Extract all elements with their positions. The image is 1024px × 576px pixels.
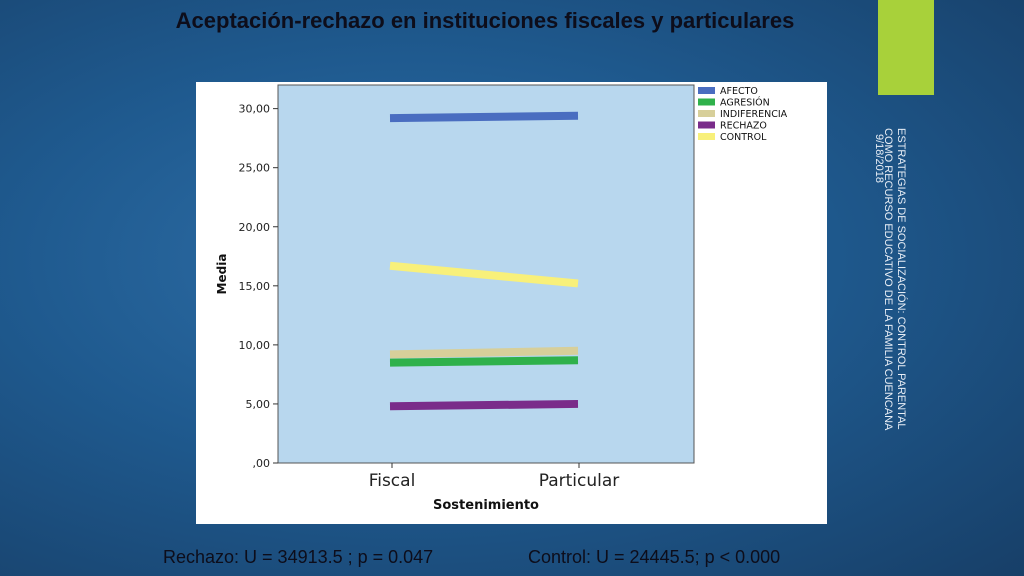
legend-swatch xyxy=(698,98,715,106)
series-line-control xyxy=(389,261,579,288)
series-line-agresión xyxy=(389,356,579,367)
legend-label: AFECTO xyxy=(720,86,758,97)
series-line-rechazo xyxy=(389,399,579,411)
legend-label: RECHAZO xyxy=(720,121,767,132)
legend-label: AGRESIÓN xyxy=(720,97,770,109)
legend-swatch xyxy=(698,121,715,129)
control-stat: Control: U = 24445.5; p < 0.000 xyxy=(528,547,781,567)
x-axis-label: Sostenimiento xyxy=(433,498,539,513)
rechazo-stat: Rechazo: U = 34913.5 ; p = 0.047 xyxy=(163,547,434,567)
x-tick-label: Fiscal xyxy=(369,471,416,491)
series-line-afecto xyxy=(389,111,579,123)
series-line-indiferencia xyxy=(389,346,579,359)
y-tick-label: 25,00 xyxy=(239,162,271,175)
accent-bar xyxy=(878,0,934,95)
legend-label: CONTROL xyxy=(720,132,767,143)
y-tick-label: 5,00 xyxy=(246,398,271,411)
slide-title: Aceptación-rechazo en instituciones fisc… xyxy=(175,8,795,33)
y-tick-label: ,00 xyxy=(253,457,271,470)
legend-swatch xyxy=(698,110,715,117)
chart-panel: ,00 5,00 10,00 15,00 20,00 25,00 30,00 Media Fis… xyxy=(196,82,827,524)
y-tick-label: 30,00 xyxy=(239,103,271,116)
y-axis-label: Media xyxy=(215,254,229,295)
legend-label: INDIFERENCIA xyxy=(720,109,788,120)
x-tick-label: Particular xyxy=(539,471,620,491)
y-tick-label: 10,00 xyxy=(239,339,271,352)
side-caption-line1: ESTRATEGIAS DE SOCIALIZACIÓN: CONTROL PA… xyxy=(895,128,907,430)
legend-swatch xyxy=(698,87,715,94)
slide-date: 9/18/2018 xyxy=(873,134,885,183)
line-chart: ,00 5,00 10,00 15,00 20,00 25,00 30,00 Media Fis… xyxy=(215,84,788,513)
y-tick-label: 20,00 xyxy=(239,221,271,234)
legend-swatch xyxy=(698,133,715,140)
y-tick-label: 15,00 xyxy=(239,280,271,293)
